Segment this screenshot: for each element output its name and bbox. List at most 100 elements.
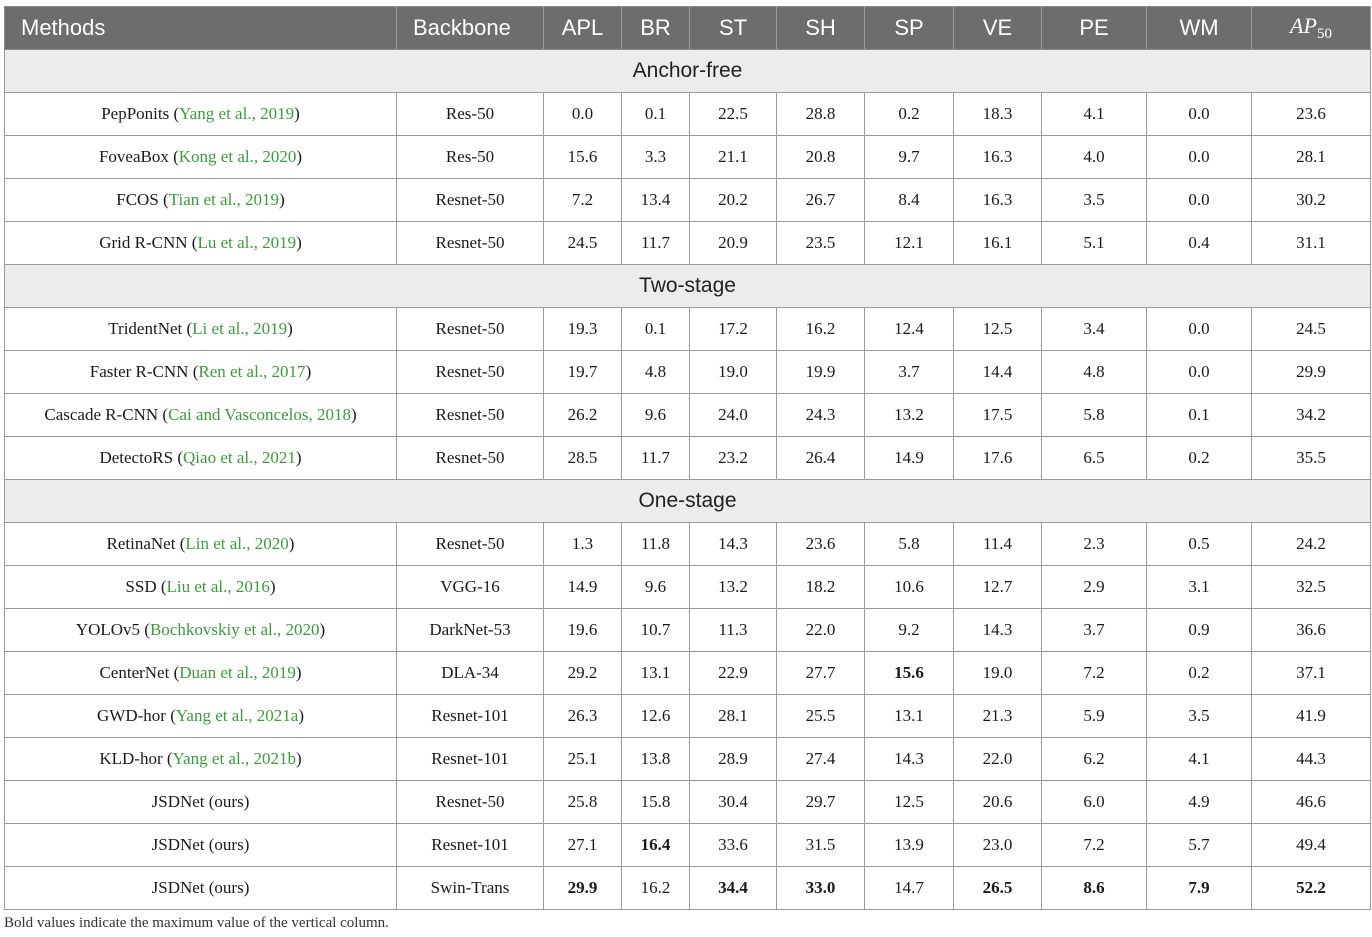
value-cell: 0.0 <box>1146 178 1252 222</box>
citation-link[interactable]: Liu et al., 2016 <box>166 577 270 596</box>
backbone-cell: VGG-16 <box>396 565 544 609</box>
citation-link[interactable]: Lin et al., 2020 <box>185 534 289 553</box>
table-row: JSDNet (ours) Swin-Trans 29.9 16.2 34.4 33.0 1… <box>4 866 1371 910</box>
value-cell: 3.1 <box>1146 565 1252 609</box>
value-cell: 15.6 <box>543 135 622 179</box>
method-cell: CenterNet (Duan et al., 2019) <box>4 651 397 695</box>
table-row: FoveaBox (Kong et al., 2020) Res-50 15.6 3.… <box>4 135 1371 179</box>
value-cell: 29.9 <box>543 866 622 910</box>
value-cell: 33.6 <box>689 823 777 867</box>
backbone-cell: DLA-34 <box>396 651 544 695</box>
citation-link[interactable]: Yang et al., 2019 <box>179 104 295 123</box>
backbone-cell: Resnet-101 <box>396 823 544 867</box>
value-cell: 0.4 <box>1146 221 1252 265</box>
citation-link[interactable]: Ren et al., 2017 <box>198 362 306 381</box>
column-header-methods: Methods <box>4 6 397 50</box>
section-label: One-stage <box>4 479 1371 523</box>
ap-header-base: AP <box>1290 13 1317 38</box>
value-cell: 36.6 <box>1251 608 1371 652</box>
value-cell: 2.9 <box>1041 565 1147 609</box>
table-row: SSD (Liu et al., 2016) VGG-16 14.9 9.6 13.2 1… <box>4 565 1371 609</box>
citation-link[interactable]: Li et al., 2019 <box>192 319 288 338</box>
value-cell: 30.2 <box>1251 178 1371 222</box>
value-cell: 0.0 <box>1146 92 1252 136</box>
value-cell: 0.2 <box>1146 436 1252 480</box>
value-cell: 4.1 <box>1146 737 1252 781</box>
method-name: TridentNet <box>108 319 183 338</box>
value-cell: 18.3 <box>953 92 1042 136</box>
value-cell: 11.7 <box>621 221 690 265</box>
value-cell: 52.2 <box>1251 866 1371 910</box>
method-cell: TridentNet (Li et al., 2019) <box>4 307 397 351</box>
citation-link[interactable]: Lu et al., 2019 <box>197 233 297 252</box>
backbone-cell: Resnet-50 <box>396 393 544 437</box>
citation-link[interactable]: Yang et al., 2021b <box>172 749 296 768</box>
value-cell: 34.4 <box>689 866 777 910</box>
value-cell: 23.0 <box>953 823 1042 867</box>
column-header-apl: APL <box>543 6 622 50</box>
value-cell: 12.4 <box>864 307 954 351</box>
value-cell: 9.6 <box>621 393 690 437</box>
citation-link[interactable]: Yang et al., 2021a <box>175 706 299 725</box>
value-cell: 0.1 <box>1146 393 1252 437</box>
value-cell: 15.6 <box>864 651 954 695</box>
value-cell: 13.1 <box>864 694 954 738</box>
value-cell: 27.1 <box>543 823 622 867</box>
method-cell: FoveaBox (Kong et al., 2020) <box>4 135 397 179</box>
citation-link[interactable]: Cai and Vasconcelos, 2018 <box>168 405 351 424</box>
backbone-cell: Resnet-101 <box>396 694 544 738</box>
value-cell: 16.4 <box>621 823 690 867</box>
table-row: Faster R-CNN (Ren et al., 2017) Resnet-50… <box>4 350 1371 394</box>
value-cell: 22.0 <box>776 608 865 652</box>
citation-link[interactable]: Bochkovskiy et al., 2020 <box>149 620 320 639</box>
citation-link[interactable]: Kong et al., 2020 <box>178 147 297 166</box>
value-cell: 8.6 <box>1041 866 1147 910</box>
table-row: Cascade R-CNN (Cai and Vasconcelos, 2018… <box>4 393 1371 437</box>
value-cell: 13.1 <box>621 651 690 695</box>
backbone-cell: Resnet-50 <box>396 522 544 566</box>
value-cell: 33.0 <box>776 866 865 910</box>
value-cell: 28.5 <box>543 436 622 480</box>
value-cell: 19.3 <box>543 307 622 351</box>
value-cell: 0.0 <box>1146 307 1252 351</box>
value-cell: 13.8 <box>621 737 690 781</box>
value-cell: 0.5 <box>1146 522 1252 566</box>
value-cell: 32.5 <box>1251 565 1371 609</box>
citation-link[interactable]: Qiao et al., 2021 <box>183 448 296 467</box>
value-cell: 16.1 <box>953 221 1042 265</box>
value-cell: 5.8 <box>864 522 954 566</box>
value-cell: 14.9 <box>864 436 954 480</box>
method-name: Grid R-CNN <box>99 233 188 252</box>
citation-link[interactable]: Duan et al., 2019 <box>179 663 296 682</box>
section-label: Anchor-free <box>4 49 1371 93</box>
value-cell: 26.4 <box>776 436 865 480</box>
table-row: RetinaNet (Lin et al., 2020) Resnet-50 1.3… <box>4 522 1371 566</box>
section-row: One-stage <box>4 479 1371 523</box>
value-cell: 23.6 <box>776 522 865 566</box>
value-cell: 22.5 <box>689 92 777 136</box>
value-cell: 3.5 <box>1041 178 1147 222</box>
column-header-ap50: AP50 <box>1251 6 1371 50</box>
method-name: Cascade R-CNN <box>44 405 159 424</box>
value-cell: 0.2 <box>1146 651 1252 695</box>
value-cell: 13.4 <box>621 178 690 222</box>
value-cell: 22.0 <box>953 737 1042 781</box>
value-cell: 41.9 <box>1251 694 1371 738</box>
value-cell: 24.3 <box>776 393 865 437</box>
citation-link[interactable]: Tian et al., 2019 <box>168 190 280 209</box>
column-header-sp: SP <box>864 6 954 50</box>
table-row: JSDNet (ours) Resnet-101 27.1 16.4 33.6 31.5 1… <box>4 823 1371 867</box>
table-row: GWD-hor (Yang et al., 2021a) Resnet-101 26… <box>4 694 1371 738</box>
value-cell: 4.8 <box>621 350 690 394</box>
value-cell: 4.1 <box>1041 92 1147 136</box>
method-cell: JSDNet (ours) <box>4 823 397 867</box>
results-table: Methods Backbone APL BR ST SH SP VE PE WM AP50 Anc… <box>4 6 1371 910</box>
value-cell: 5.9 <box>1041 694 1147 738</box>
value-cell: 23.2 <box>689 436 777 480</box>
value-cell: 7.9 <box>1146 866 1252 910</box>
ap-header-subscript: 50 <box>1316 26 1332 42</box>
value-cell: 0.9 <box>1146 608 1252 652</box>
value-cell: 24.5 <box>1251 307 1371 351</box>
section-label: Two-stage <box>4 264 1371 308</box>
value-cell: 6.5 <box>1041 436 1147 480</box>
